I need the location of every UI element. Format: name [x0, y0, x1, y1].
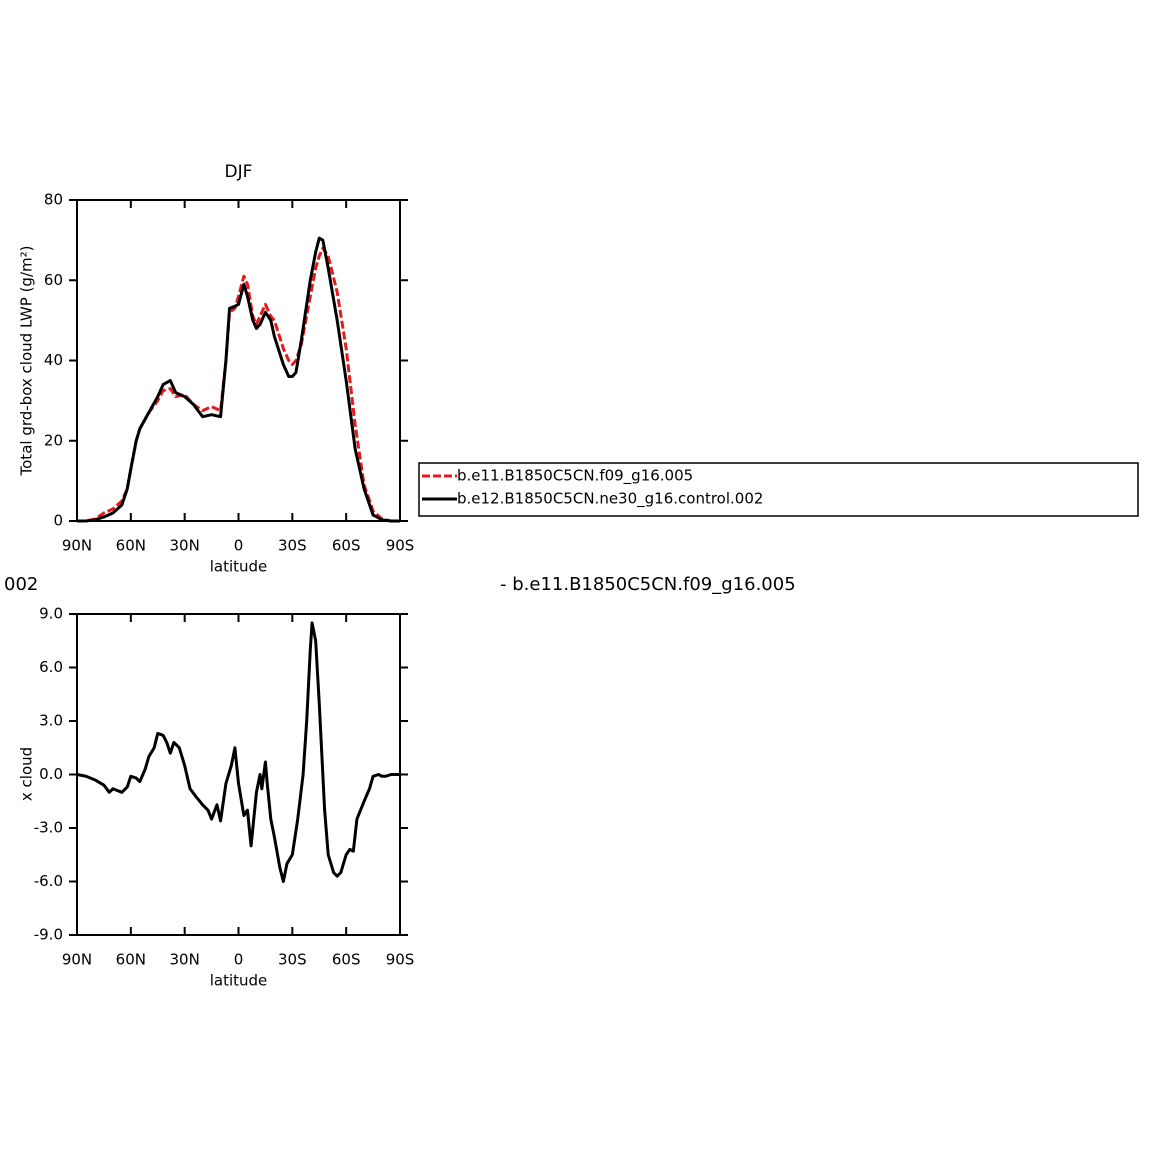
x-tick-label: 90S — [386, 951, 415, 969]
x-tick-label: 0 — [234, 951, 244, 969]
x-tick-label: 60S — [332, 951, 361, 969]
legend-box — [418, 462, 1139, 517]
x-tick-label: 90N — [62, 951, 92, 969]
y-tick-label: 80 — [44, 191, 63, 209]
y-tick-label: 0.0 — [39, 765, 63, 783]
y-tick-label: -9.0 — [34, 926, 63, 944]
y-tick-label: 60 — [44, 271, 63, 289]
legend-label: b.e11.B1850C5CN.f09_g16.005 — [457, 467, 693, 486]
y-axis-label: Total grd-box cloud LWP (g/m²) — [18, 246, 36, 477]
y-tick-label: 6.0 — [39, 658, 63, 676]
series-line — [77, 236, 400, 523]
y-tick-label: 0 — [53, 512, 63, 530]
series-line — [76, 621, 400, 883]
y-axis-label: Total grd-box cloud LWP (g/m²) — [18, 660, 36, 891]
x-tick-label: 60N — [116, 951, 146, 969]
x-tick-label: 30N — [170, 537, 200, 555]
x-axis-label: latitude — [210, 972, 268, 990]
y-tick-label: 40 — [44, 351, 63, 369]
x-tick-label: 0 — [234, 537, 244, 555]
x-tick-label: 30N — [170, 951, 200, 969]
x-tick-label: 30S — [278, 951, 307, 969]
x-tick-label: 60S — [332, 537, 361, 555]
x-tick-label: 60N — [116, 537, 146, 555]
x-axis-label: latitude — [210, 558, 268, 576]
chart-title: DJF — [225, 162, 253, 182]
y-tick-label: 9.0 — [39, 605, 63, 623]
y-tick-label: 20 — [44, 431, 63, 449]
y-tick-label: 3.0 — [39, 712, 63, 730]
series-line — [77, 246, 400, 523]
chart-title: 002 — [4, 574, 38, 595]
y-tick-label: -3.0 — [34, 819, 63, 837]
x-tick-label: 90N — [62, 537, 92, 555]
x-tick-label: 90S — [386, 537, 415, 555]
chart-subtitle: - b.e11.B1850C5CN.f09_g16.005 — [500, 574, 796, 595]
x-tick-label: 30S — [278, 537, 307, 555]
plot-frame — [76, 199, 401, 522]
y-tick-label: -6.0 — [34, 872, 63, 890]
legend-label: b.e12.B1850C5CN.ne30_g16.control.002 — [457, 490, 763, 509]
